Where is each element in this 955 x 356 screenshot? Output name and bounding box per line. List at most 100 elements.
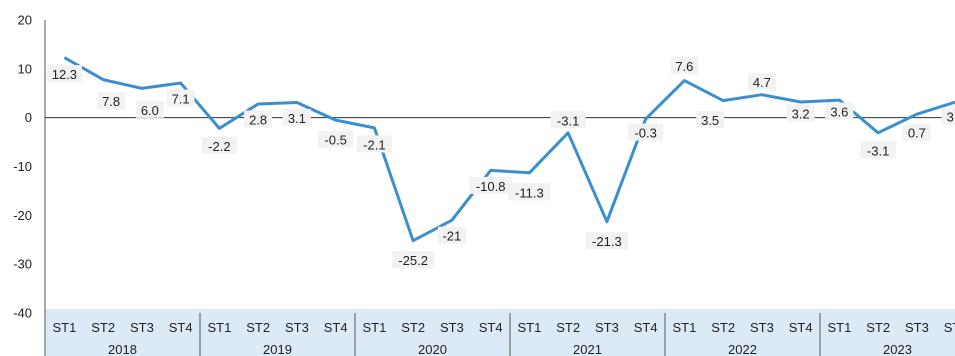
data-label-bg	[670, 57, 699, 75]
data-label-bg	[902, 123, 931, 141]
data-label-text: 2.8	[249, 112, 267, 127]
data-label-bg	[747, 73, 776, 91]
data-label-bg	[941, 107, 955, 125]
data-label: 3.2	[786, 104, 815, 122]
data-label: 7.8	[97, 92, 126, 110]
data-label-text: 7.6	[675, 59, 693, 74]
x-tick-quarter: ST4	[324, 320, 348, 335]
data-label-text: 0.7	[908, 126, 926, 141]
x-tick-quarter: ST2	[91, 320, 115, 335]
y-tick-label: 0	[25, 110, 32, 125]
x-tick-year: 2021	[573, 342, 602, 356]
data-label-text: -0.5	[324, 133, 346, 148]
y-tick-label: -20	[13, 208, 32, 223]
x-tick-quarter: ST4	[634, 320, 658, 335]
x-tick-quarter: ST2	[556, 320, 580, 335]
data-label-bg	[135, 100, 164, 118]
data-label: -25.2	[391, 251, 435, 269]
x-tick-quarter: ST1	[52, 320, 76, 335]
data-label-bg	[786, 104, 815, 122]
data-label-bg	[318, 130, 354, 148]
data-label-text: -2.2	[208, 139, 230, 154]
x-tick-quarter: ST3	[440, 320, 464, 335]
x-tick-quarter: ST1	[207, 320, 231, 335]
x-axis-band	[45, 309, 955, 356]
data-label: -11.3	[508, 183, 551, 201]
y-tick-label: 10	[18, 61, 32, 76]
data-label: 12.3	[46, 65, 82, 83]
data-label-text: 3.2	[947, 110, 955, 125]
data-label: -21	[437, 226, 466, 244]
y-tick-label: -40	[13, 306, 32, 321]
data-label-bg	[46, 65, 82, 83]
data-label-bg	[166, 89, 195, 107]
data-label-bg	[391, 251, 435, 269]
x-tick-year: 2022	[728, 342, 757, 356]
data-labels: 12.3 7.8 6.0 7.1 -2.2 2.8 3.1 -0.5 -2.1 -25.2 -21 -…	[46, 57, 955, 269]
data-label-bg	[244, 110, 273, 128]
data-label: -0.3	[628, 123, 664, 141]
data-label: -0.5	[318, 130, 354, 148]
x-tick-quarter: ST3	[285, 320, 309, 335]
y-axis-ticks: 20 10 0 -10 -20 -30 -40	[13, 13, 32, 321]
data-label: 7.1	[166, 89, 195, 107]
data-label-bg	[628, 123, 664, 141]
data-label-bg	[585, 232, 629, 250]
x-tick-quarter: ST1	[672, 320, 696, 335]
data-label-bg	[282, 109, 311, 127]
data-label-bg	[860, 141, 896, 159]
data-label-text: -0.3	[634, 126, 656, 141]
data-label-bg	[508, 183, 551, 201]
y-tick-label: 20	[18, 13, 32, 28]
x-tick-quarter: ST4	[944, 320, 955, 335]
data-label: -2.2	[201, 136, 237, 154]
data-label-text: 12.3	[52, 67, 77, 82]
x-tick-quarter: ST3	[905, 320, 929, 335]
data-label-text: -25.2	[398, 253, 428, 268]
data-label: -2.1	[356, 135, 392, 153]
data-label: 6.0	[135, 100, 164, 118]
x-tick-year: 2023	[883, 342, 912, 356]
series-line	[63, 56, 955, 243]
data-label: 0.7	[902, 123, 931, 141]
x-tick-year: 2020	[418, 342, 447, 356]
data-label: 7.6	[670, 57, 699, 75]
data-label: 4.7	[747, 73, 776, 91]
x-tick-quarter: ST2	[866, 320, 890, 335]
x-tick-quarter: ST1	[362, 320, 386, 335]
x-tick-quarter: ST1	[517, 320, 541, 335]
data-label-text: -3.1	[557, 113, 579, 128]
data-label-text: 4.7	[753, 75, 771, 90]
data-label-text: 3.6	[830, 105, 848, 120]
data-label: -3.1	[860, 141, 896, 159]
data-label-bg	[469, 176, 512, 194]
data-label-text: -3.1	[867, 143, 889, 158]
data-label: -10.8	[469, 176, 512, 194]
x-tick-quarter: ST2	[401, 320, 425, 335]
x-tick-quarter: ST2	[711, 320, 735, 335]
data-label: 2.8	[244, 110, 273, 128]
data-label-text: 7.8	[102, 94, 120, 109]
data-label: 3.5	[696, 111, 725, 129]
y-tick-label: -10	[13, 159, 32, 174]
x-tick-quarter: ST2	[246, 320, 270, 335]
data-label-text: -21.3	[592, 234, 622, 249]
x-tick-quarter: ST3	[595, 320, 619, 335]
x-tick-quarter: ST4	[789, 320, 813, 335]
data-label: -3.1	[550, 111, 586, 129]
data-label-text: -11.3	[515, 185, 544, 200]
data-label-text: 3.5	[701, 113, 719, 128]
x-tick-year: 2019	[263, 342, 292, 356]
y-tick-label: -30	[13, 257, 32, 272]
data-label-bg	[97, 92, 126, 110]
data-label: 3.1	[282, 109, 311, 127]
data-label-bg	[825, 102, 854, 120]
data-label-text: 7.1	[172, 91, 190, 106]
x-tick-quarter: ST1	[827, 320, 851, 335]
x-axis: ST1 ST2 ST3 ST4 ST1 ST2 ST3 ST4 ST1 ST2 ST3 ST4 ST1 S…	[52, 313, 955, 356]
data-label-bg	[696, 111, 725, 129]
data-label-text: -2.1	[363, 137, 385, 152]
x-tick-quarter: ST3	[750, 320, 774, 335]
data-label-bg	[550, 111, 586, 129]
